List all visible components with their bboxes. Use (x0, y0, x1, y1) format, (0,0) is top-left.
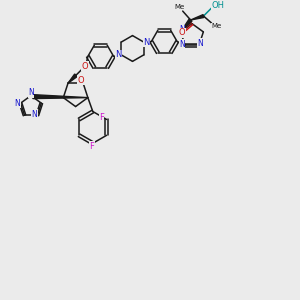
Text: OH: OH (212, 1, 225, 10)
Text: O: O (179, 28, 185, 37)
Text: N: N (15, 99, 20, 108)
Polygon shape (68, 74, 77, 83)
Text: O: O (82, 62, 88, 71)
Polygon shape (190, 15, 204, 20)
Polygon shape (33, 94, 88, 99)
Polygon shape (181, 19, 192, 32)
Text: N: N (143, 38, 150, 46)
Text: F: F (99, 113, 104, 122)
Text: F: F (89, 142, 94, 151)
Text: N: N (197, 39, 203, 48)
Text: N: N (32, 110, 37, 119)
Text: N: N (179, 40, 185, 49)
Text: N: N (28, 88, 34, 97)
Text: N: N (115, 50, 122, 59)
Text: O: O (78, 76, 85, 85)
Text: Me: Me (175, 4, 185, 10)
Text: Me: Me (211, 23, 221, 29)
Text: N: N (179, 26, 184, 34)
